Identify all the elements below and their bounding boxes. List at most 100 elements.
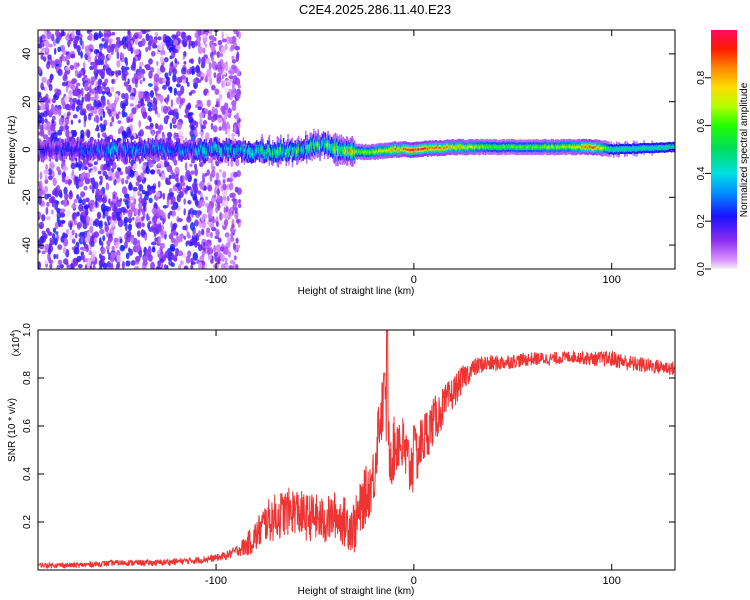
- ridge-cell: [80, 148, 83, 153]
- ridge-cell: [295, 150, 297, 155]
- noise-speckle: [111, 79, 114, 84]
- ridge-cell: [589, 145, 591, 148]
- ridge-cell: [662, 146, 665, 149]
- ridge-cell: [73, 148, 76, 153]
- ridge-cell: [618, 148, 620, 151]
- noise-speckle: [216, 51, 221, 59]
- noise-speckle: [54, 47, 57, 55]
- noise-speckle: [151, 130, 155, 137]
- ridge-cell: [330, 144, 333, 149]
- spectrogram-y-label: Frequency (Hz): [7, 116, 18, 185]
- noise-speckle: [65, 118, 69, 124]
- noise-speckle: [231, 104, 237, 112]
- ridge-cell: [171, 147, 173, 153]
- ridge-cell: [324, 140, 327, 145]
- noise-speckle: [161, 224, 165, 232]
- ridge-cell: [362, 151, 365, 154]
- ridge-cell: [204, 150, 206, 156]
- ridge-cell: [84, 147, 86, 151]
- ridge-cell: [256, 147, 258, 152]
- ridge-cell: [459, 146, 461, 149]
- noise-speckle: [153, 73, 160, 82]
- ridge-cell: [92, 149, 94, 154]
- noise-speckle: [74, 69, 78, 77]
- noise-speckle: [235, 93, 241, 99]
- ridge-cell: [174, 150, 176, 155]
- ridge-cell: [670, 146, 673, 149]
- noise-speckle: [44, 178, 49, 184]
- noise-speckle: [217, 40, 223, 46]
- noise-speckle: [210, 197, 217, 203]
- noise-speckle: [179, 260, 184, 266]
- noise-speckle: [170, 262, 175, 268]
- ridge-cell: [426, 146, 428, 150]
- ridge-cell: [236, 147, 238, 152]
- noise-speckle: [100, 177, 103, 184]
- noise-speckle: [141, 189, 146, 195]
- noise-speckle: [221, 46, 226, 54]
- ridge-cell: [579, 145, 581, 149]
- noise-speckle: [200, 192, 203, 198]
- ridge-cell: [96, 151, 99, 155]
- ridge-cell: [664, 146, 667, 149]
- noise-speckle: [38, 42, 43, 49]
- noise-speckle: [219, 212, 223, 221]
- ridge-cell: [176, 145, 178, 150]
- noise-speckle: [113, 237, 119, 243]
- noise-speckle: [138, 249, 143, 258]
- ridge-cell: [97, 146, 100, 152]
- ridge-cell: [266, 146, 269, 151]
- noise-speckle: [48, 83, 53, 92]
- noise-speckle: [147, 45, 152, 51]
- noise-speckle: [61, 81, 67, 87]
- ridge-cell: [274, 151, 277, 156]
- noise-speckle: [173, 39, 179, 45]
- noise-speckle: [201, 221, 207, 228]
- noise-speckle: [154, 110, 158, 115]
- ridge-cell: [175, 147, 177, 151]
- noise-speckle: [173, 159, 178, 166]
- noise-speckle: [164, 57, 169, 63]
- noise-speckle: [207, 110, 212, 117]
- ridge-cell: [355, 150, 358, 153]
- noise-speckle: [233, 171, 238, 178]
- noise-speckle: [148, 70, 153, 79]
- noise-speckle: [86, 172, 91, 179]
- noise-speckle: [105, 182, 110, 191]
- noise-speckle: [69, 222, 73, 231]
- ridge-cell: [349, 149, 352, 154]
- ridge-cell: [200, 150, 203, 154]
- ridge-cell: [546, 146, 548, 149]
- noise-speckle: [139, 66, 142, 70]
- ridge-cell: [544, 145, 546, 148]
- noise-speckle: [140, 97, 145, 106]
- ridge-cell: [333, 148, 336, 153]
- ridge-cell: [258, 152, 261, 156]
- ridge-cell: [239, 146, 241, 151]
- noise-speckle: [46, 60, 51, 65]
- noise-speckle: [162, 77, 167, 84]
- noise-speckle: [175, 183, 180, 188]
- ridge-cell: [491, 146, 493, 149]
- noise-speckle: [192, 120, 197, 126]
- ridge-cell: [624, 147, 627, 150]
- snr-multiplier-exp: 4: [10, 333, 17, 337]
- ridge-cell: [606, 147, 609, 151]
- noise-speckle: [216, 256, 220, 264]
- ridge-cell: [277, 150, 279, 155]
- ridge-cell: [229, 146, 231, 152]
- noise-speckle: [207, 184, 213, 192]
- ridge-cell: [217, 150, 220, 156]
- ridge-cell: [332, 146, 335, 151]
- ridge-cell: [629, 147, 631, 150]
- noise-speckle: [88, 113, 92, 121]
- noise-speckle: [190, 264, 194, 269]
- noise-speckle: [147, 102, 153, 108]
- noise-speckle: [92, 263, 96, 269]
- ridge-cell: [119, 146, 122, 150]
- ridge-cell: [512, 145, 514, 148]
- noise-speckle: [197, 242, 200, 247]
- ridge-cell: [341, 149, 344, 154]
- ridge-cell: [560, 145, 563, 148]
- noise-speckle: [208, 207, 213, 217]
